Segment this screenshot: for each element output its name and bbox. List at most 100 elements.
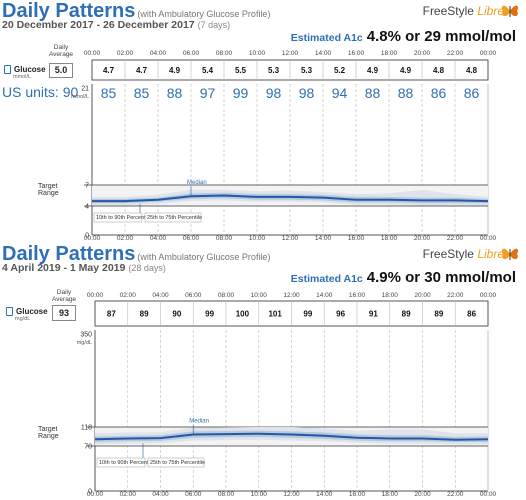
legend-label-25-75: 25th to 75th Percentile — [150, 460, 205, 466]
x-tick-label-top: 00:00 — [84, 50, 101, 57]
x-tick-label-top: 00:00 — [480, 50, 497, 57]
brand-libre-text: Libre — [477, 247, 504, 261]
chart-panel-2017: Daily Patterns (with Ambulatory Glucose P… — [0, 0, 526, 242]
brand-logo: FreeStyle Libre — [423, 4, 504, 18]
chart-title: Daily Patterns — [2, 0, 136, 22]
hourly-value: 4.9 — [367, 66, 379, 75]
x-tick-label-bottom: 22:00 — [447, 235, 464, 242]
chart-subtitle: (with Ambulatory Glucose Profile) — [137, 9, 271, 19]
agp-chart-2017: 00:00 00:00 02:00 02:00 04:00 04:00 06:00 06:00… — [38, 50, 497, 242]
hourly-value: 4.8 — [433, 66, 445, 75]
us-unit-value: 98 — [266, 85, 282, 101]
x-tick-label-top: 20:00 — [414, 50, 431, 57]
us-unit-value: 85 — [101, 85, 117, 101]
chart-panel-2019: Daily Patterns (with Ambulatory Glucose P… — [0, 243, 526, 500]
brand-libre-text: Libre — [477, 4, 504, 18]
daily-average-value: 5.0 — [49, 63, 73, 78]
target-label-line-1: Target — [38, 183, 58, 190]
hourly-value: 86 — [467, 310, 476, 319]
hourly-value: 4.8 — [466, 66, 478, 75]
x-tick-label-top: 12:00 — [282, 50, 299, 57]
x-tick-label-top: 22:00 — [447, 50, 464, 57]
legend-box-10-90 — [96, 457, 146, 468]
x-tick-label-top: 04:00 — [152, 292, 169, 299]
x-tick-label-bottom: 22:00 — [447, 491, 464, 498]
date-range: 4 April 2019 - 1 May 2019 (28 days) — [2, 262, 166, 274]
hourly-value: 4.9 — [169, 66, 181, 75]
hourly-value: 89 — [402, 310, 411, 319]
x-tick-label-top: 02:00 — [120, 292, 137, 299]
daily-average-label-line-2: Average — [51, 296, 77, 303]
x-tick-label-top: 00:00 — [87, 292, 104, 299]
x-tick-label-bottom: 18:00 — [381, 235, 398, 242]
us-unit-value: 88 — [398, 85, 414, 101]
hourly-value: 4.7 — [136, 66, 148, 75]
x-tick-label-bottom: 20:00 — [414, 491, 431, 498]
legend-box-25-75 — [147, 457, 205, 468]
x-tick-label-top: 06:00 — [183, 50, 200, 57]
glucose-label-text: Glucose — [16, 307, 48, 316]
x-tick-label-bottom: 04:00 — [152, 491, 169, 498]
hourly-value: 91 — [369, 310, 378, 319]
legend-box-10-90 — [93, 212, 143, 223]
hourly-value: 5.5 — [235, 66, 247, 75]
sensor-icon — [6, 307, 13, 317]
brand-logo: FreeStyle Libre — [423, 247, 504, 261]
us-unit-value: 85 — [134, 85, 150, 101]
legend-box-25-75 — [144, 212, 202, 223]
x-tick-label-top: 08:00 — [218, 292, 235, 299]
hourly-value: 90 — [172, 310, 181, 319]
date-range-text: 20 December 2017 - 26 December 2017 — [2, 19, 195, 31]
x-tick-label-bottom: 02:00 — [117, 235, 134, 242]
x-tick-label-bottom: 06:00 — [185, 491, 202, 498]
x-tick-label-bottom: 00:00 — [84, 235, 101, 242]
hourly-value: 100 — [236, 310, 250, 319]
chart-subtitle: (with Ambulatory Glucose Profile) — [137, 252, 271, 262]
hourly-value: 101 — [268, 310, 282, 319]
estimated-a1c: Estimated A1c 4.9% or 30 mmol/mol — [291, 269, 516, 287]
x-tick-label-top: 16:00 — [348, 50, 365, 57]
glucose-unit: mmol/L — [13, 74, 32, 81]
y-tick-label: 0 — [85, 233, 89, 240]
x-tick-label-bottom: 00:00 — [480, 235, 497, 242]
x-tick-label-bottom: 16:00 — [349, 491, 366, 498]
x-tick-label-bottom: 14:00 — [316, 491, 333, 498]
y-tick-label: 118 — [81, 425, 92, 432]
date-range-text: 4 April 2019 - 1 May 2019 — [2, 262, 126, 274]
glucose-row-label: Glucose mmol/L — [4, 65, 46, 80]
x-tick-label-top: 22:00 — [447, 292, 464, 299]
brand-text: FreeStyle — [422, 247, 474, 261]
estimated-a1c: Estimated A1c 4.8% or 29 mmol/mol — [291, 28, 516, 46]
a1c-value: 4.9% or 30 mmol/mol — [366, 269, 516, 286]
hourly-value: 5.2 — [334, 66, 346, 75]
x-tick-label-top: 18:00 — [382, 292, 399, 299]
a1c-label: Estimated A1c — [290, 273, 363, 285]
x-tick-label-top: 14:00 — [315, 50, 332, 57]
x-tick-label-bottom: 20:00 — [414, 235, 431, 242]
glucose-unit: mg/dL — [15, 316, 31, 323]
hourly-value: 96 — [336, 310, 345, 319]
daily-average-label: Daily Average — [47, 44, 75, 58]
title-row: Daily Patterns (with Ambulatory Glucose P… — [2, 0, 270, 23]
x-tick-label-top: 00:00 — [480, 292, 497, 299]
x-tick-label-bottom: 10:00 — [249, 235, 266, 242]
us-unit-value: 98 — [299, 85, 315, 101]
x-tick-label-bottom: 18:00 — [382, 491, 399, 498]
x-tick-label-bottom: 08:00 — [218, 491, 235, 498]
y-unit-label: mg/dL — [77, 340, 92, 346]
a1c-value: 4.8% or 29 mmol/mol — [366, 28, 516, 45]
x-tick-label-bottom: 04:00 — [150, 235, 167, 242]
us-unit-value: 97 — [200, 85, 216, 101]
us-unit-value: 88 — [365, 85, 381, 101]
daily-average-label-line-1: Daily — [56, 289, 72, 296]
y-tick-label: 7 — [85, 183, 89, 190]
target-label-line-2: Range — [38, 433, 59, 440]
us-unit-value: 94 — [332, 85, 348, 101]
date-range: 20 December 2017 - 26 December 2017 (7 da… — [2, 19, 230, 31]
x-tick-label-bottom: 06:00 — [183, 235, 200, 242]
x-tick-label-top: 10:00 — [251, 292, 268, 299]
target-label-line-1: Target — [38, 426, 58, 433]
x-tick-label-top: 18:00 — [381, 50, 398, 57]
hourly-value: 89 — [434, 310, 443, 319]
x-tick-label-bottom: 00:00 — [87, 491, 104, 498]
